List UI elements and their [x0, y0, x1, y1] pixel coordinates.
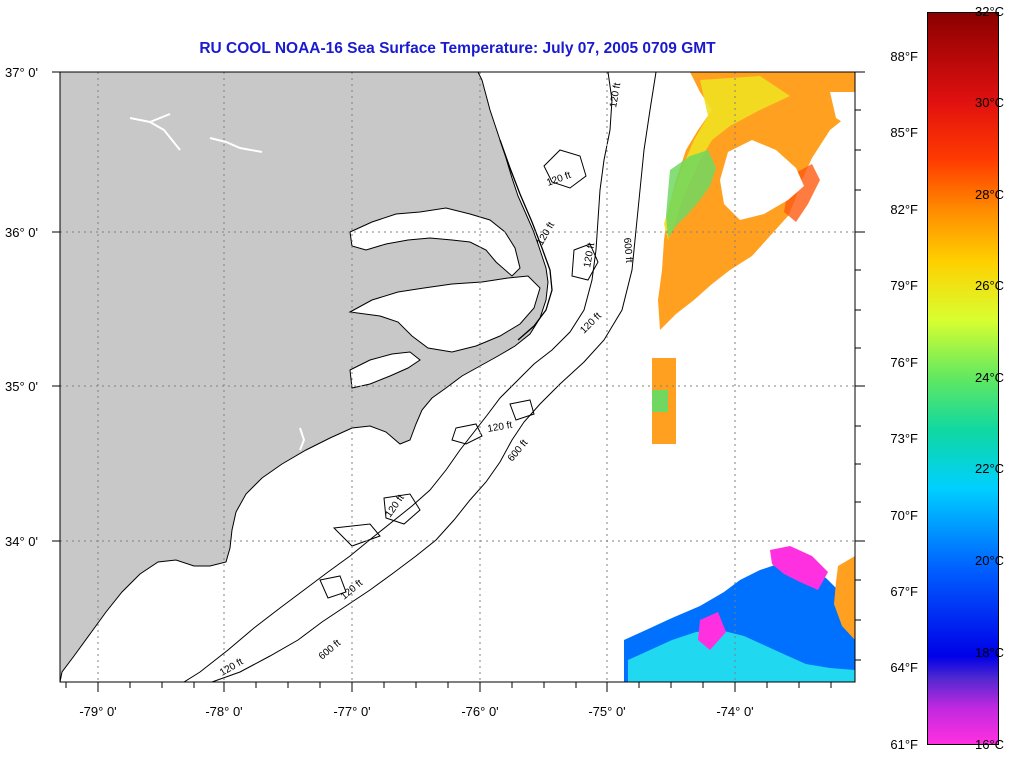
lon-label: -78° 0' [205, 704, 242, 719]
colorbar-f-label: 85°F [890, 125, 918, 140]
lat-label: 35° 0' [5, 379, 38, 394]
colorbar-c-label: 16°C [975, 737, 1005, 752]
colorbar-f-label: 67°F [890, 584, 918, 599]
colorbar-f-label: 70°F [890, 508, 918, 523]
contour-label: 120 ft [608, 82, 623, 109]
contour-label: 120 ft [582, 242, 597, 269]
contour-shoal-2 [571, 243, 599, 281]
river-white-south [299, 427, 306, 451]
colorbar-f-label: 79°F [890, 278, 918, 293]
contour-shoal-6 [319, 575, 347, 599]
map-title: RU COOL NOAA-16 Sea Surface Temperature:… [199, 40, 716, 57]
colorbar-c-label: 26°C [975, 278, 1005, 293]
colorbar-c-label: 18°C [975, 645, 1005, 660]
sst-patch-strip-green [652, 390, 668, 412]
lat-label: 37° 0' [5, 65, 38, 80]
colorbar-f-label: 76°F [890, 355, 918, 370]
colorbar-c-label: 30°C [975, 95, 1005, 110]
contour-shoal-4 [509, 399, 535, 421]
colorbar-c-label: 24°C [975, 370, 1005, 385]
pamlico-sound [348, 275, 541, 353]
colorbar-c-label: 20°C [975, 553, 1005, 568]
lat-label: 36° 0' [5, 225, 38, 240]
outer-banks [499, 139, 553, 341]
sst-gap-clear-2 [830, 92, 855, 130]
contour-shoal-5 [383, 493, 421, 525]
sst-patch-south-magenta [698, 546, 828, 650]
colorbar-f-label: 64°F [890, 660, 918, 675]
lon-label: -75° 0' [588, 704, 625, 719]
river-white-north [129, 113, 263, 153]
colorbar-c-label: 32°C [975, 4, 1005, 19]
depth-contours [183, 72, 657, 682]
colorbar-f-label: 88°F [890, 49, 918, 64]
lat-label: 34° 0' [5, 534, 38, 549]
lon-label: -76° 0' [461, 704, 498, 719]
map-frame [59, 71, 856, 683]
colorbar-f-label: 61°F [890, 737, 918, 752]
lon-label: -79° 0' [79, 704, 116, 719]
sst-patch-north-green [666, 150, 716, 238]
colorbar-c-label: 28°C [975, 187, 1005, 202]
graticule [60, 72, 855, 682]
sst-gap-clear [720, 140, 804, 220]
colorbar-f-label: 73°F [890, 431, 918, 446]
contour-shoal-3 [451, 423, 483, 445]
colorbar-f-label: 82°F [890, 202, 918, 217]
colorbar-c-label: 22°C [975, 461, 1005, 476]
albemarle-sound [349, 207, 521, 277]
lon-label: -77° 0' [333, 704, 370, 719]
contour-shoal-1 [543, 149, 587, 189]
sst-patch-south-orange [834, 556, 855, 640]
temperature-colorbar [927, 12, 999, 745]
lon-label: -74° 0' [716, 704, 753, 719]
contour-label: 600 ft [621, 237, 634, 263]
contour-120ft [183, 72, 613, 682]
contour-label: 120 ft [487, 420, 514, 435]
sst-patch-south-cyan [628, 630, 855, 682]
contour-shoal-7 [332, 523, 381, 547]
contour-600ft [211, 72, 657, 682]
axis-ticks [52, 71, 865, 692]
